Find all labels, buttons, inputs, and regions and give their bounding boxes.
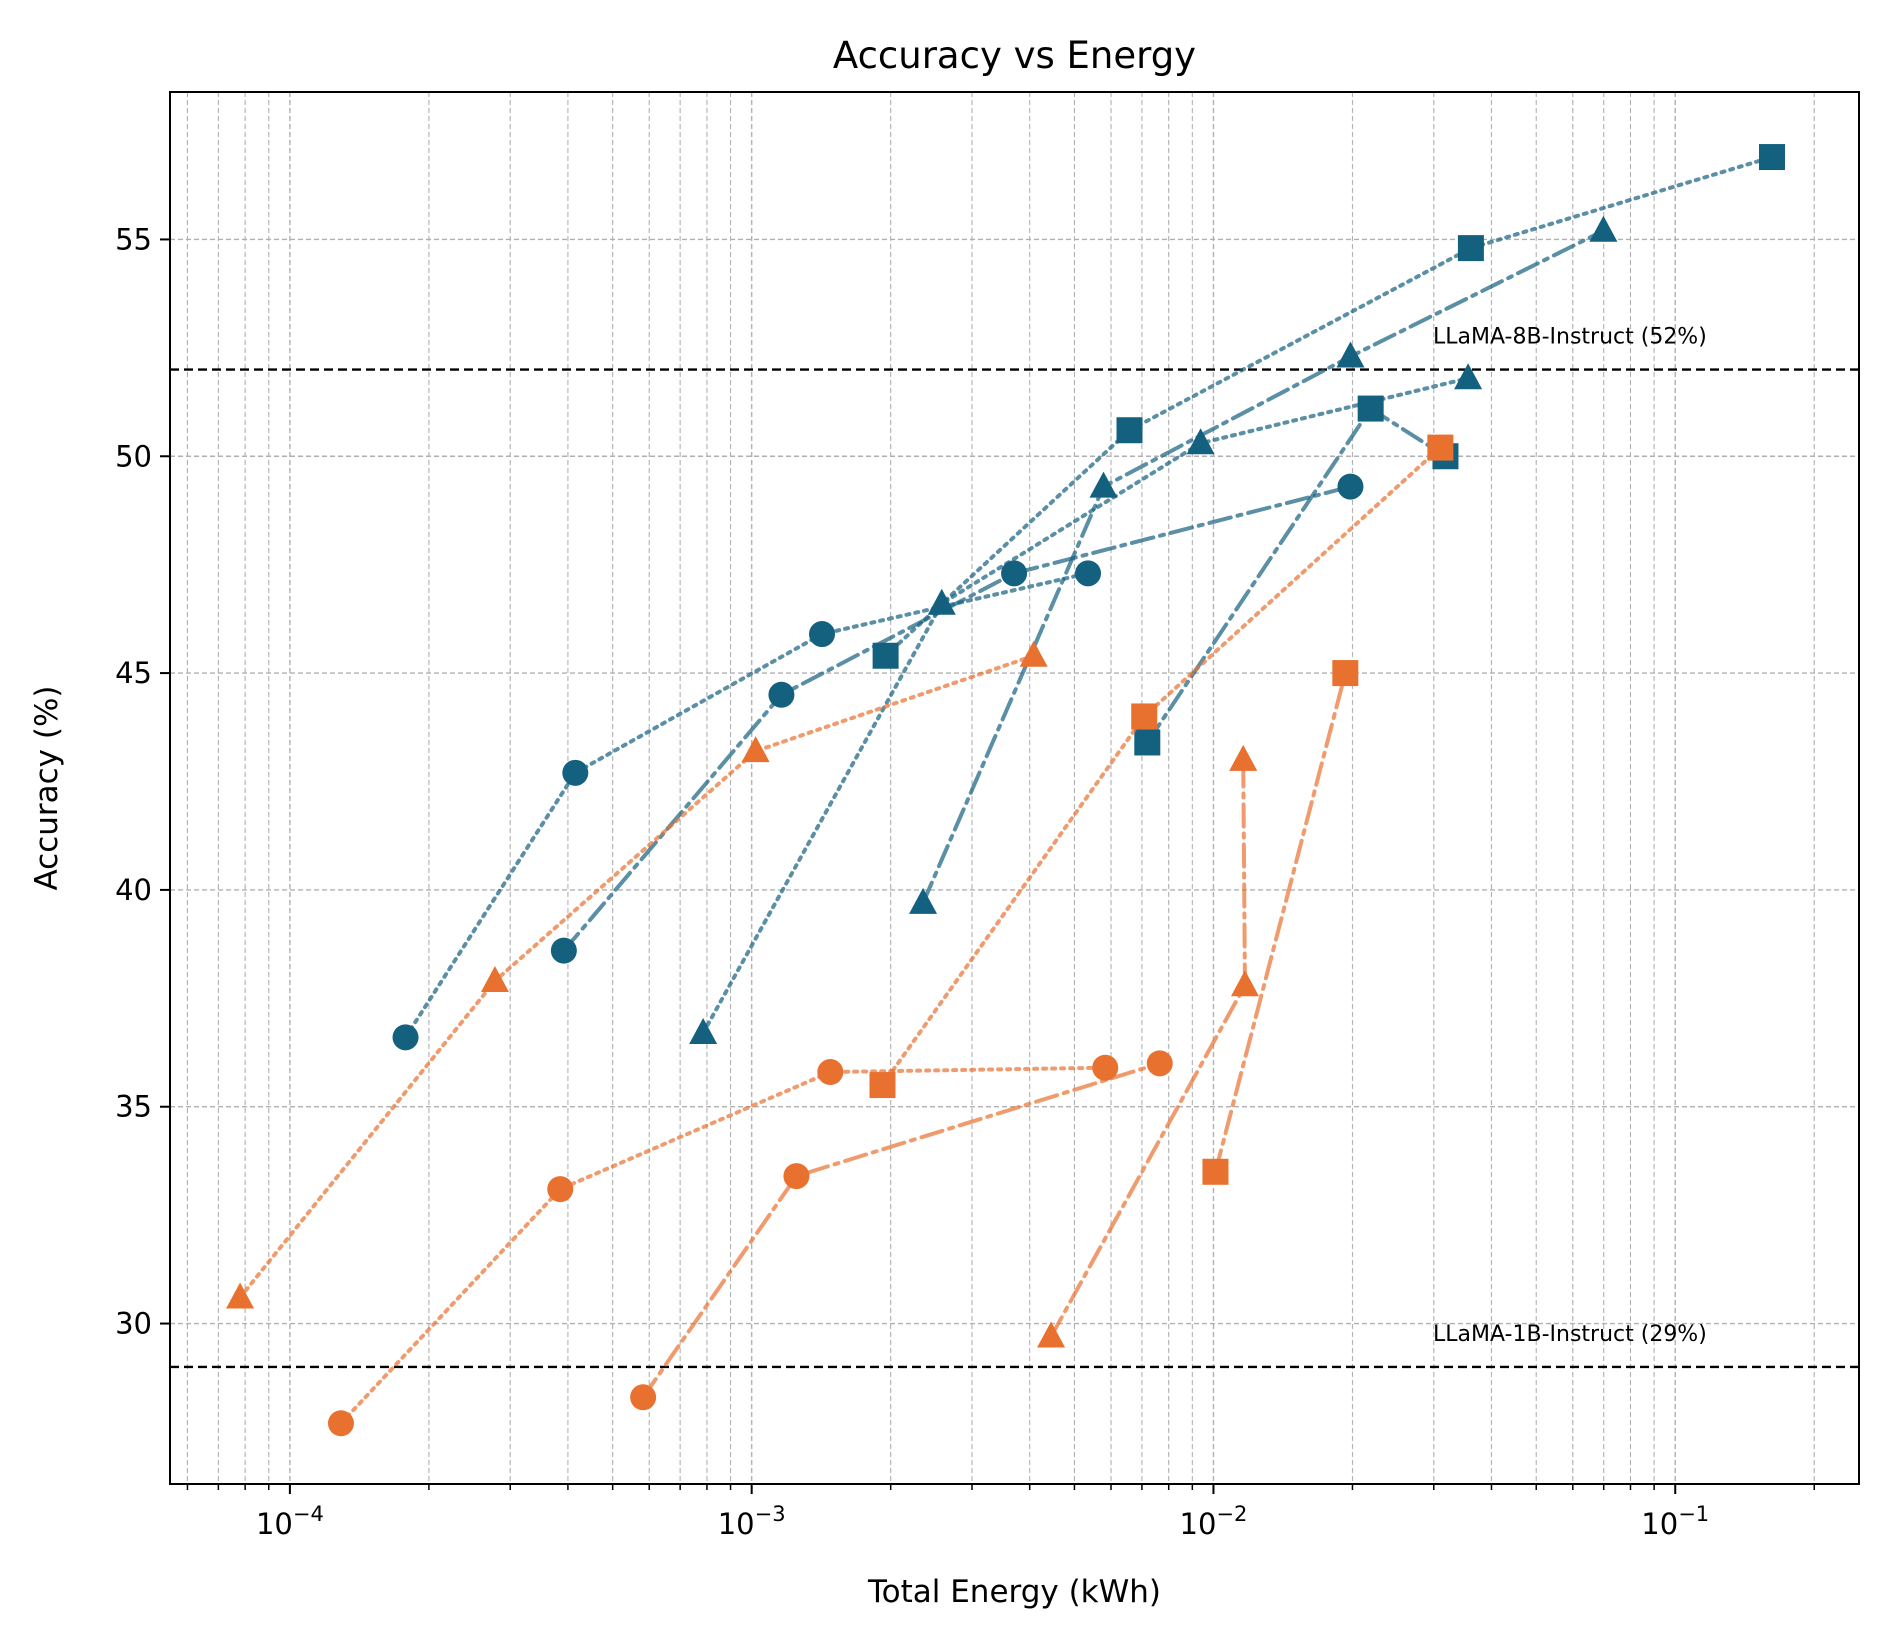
data-point: [480, 965, 509, 992]
data-point: [1116, 417, 1143, 444]
series-line: [1213, 671, 1348, 1174]
data-point: [768, 681, 795, 708]
data-point: [547, 1176, 574, 1203]
data-point: [1089, 471, 1118, 498]
data-point: [809, 621, 836, 648]
data-point: [1758, 144, 1785, 171]
data-point: [1146, 1050, 1173, 1077]
data-point: [1427, 434, 1454, 461]
data-point: [1337, 473, 1364, 500]
data-point: [869, 1072, 896, 1099]
data-point: [1332, 660, 1359, 687]
series-2: [550, 473, 1364, 964]
data-point: [226, 1282, 255, 1309]
data-point: [1131, 703, 1158, 730]
x-tick-exponent: −1: [1678, 1502, 1709, 1526]
series-9: [226, 640, 1048, 1309]
y-tick-label: 55: [115, 222, 152, 256]
data-point: [689, 1018, 718, 1045]
data-point: [1037, 1321, 1066, 1348]
y-tick-label: 40: [115, 873, 152, 907]
x-tick-base: 10: [1180, 1507, 1217, 1541]
series-8: [630, 1050, 1173, 1411]
data-point: [630, 1384, 657, 1411]
y-tick-label: 35: [115, 1090, 152, 1124]
reference-lines: LLaMA-8B-Instruct (52%) LLaMA-1B-Instruct…: [170, 325, 1859, 1369]
y-tick-label: 50: [115, 439, 152, 473]
plot-frame: [169, 91, 1860, 1485]
x-tick-label: 10−3: [718, 1502, 786, 1541]
reference-line-label: LLaMA-8B-Instruct (52%): [1433, 325, 1707, 350]
y-tick-label: 30: [115, 1307, 152, 1341]
data-point: [1092, 1054, 1119, 1081]
chart-title: Accuracy vs Energy: [833, 34, 1196, 77]
series-10: [1037, 744, 1259, 1348]
series-line: [238, 653, 1036, 1300]
reference-line-label: LLaMA-1B-Instruct (29%): [1433, 1322, 1707, 1347]
data-point: [327, 1410, 354, 1437]
data-point: [817, 1059, 844, 1086]
data-point: [1457, 235, 1484, 262]
x-tick-base: 10: [718, 1507, 755, 1541]
data-point: [392, 1024, 419, 1051]
data-point: [1336, 341, 1365, 368]
y-axis-label: Accuracy (%): [29, 685, 65, 890]
x-tick-base: 10: [1641, 1507, 1678, 1541]
data-point: [1134, 729, 1161, 756]
series-group: [226, 144, 1785, 1437]
data-point: [550, 937, 577, 964]
series-line: [701, 376, 1471, 1036]
series-5: [872, 144, 1785, 669]
x-tick-base: 10: [256, 1507, 293, 1541]
series-6: [1134, 395, 1459, 756]
data-point: [872, 642, 899, 669]
data-point: [1357, 395, 1384, 422]
series-7: [327, 1054, 1119, 1437]
x-tick-exponent: −3: [755, 1502, 786, 1526]
data-point: [927, 588, 956, 615]
data-point: [1019, 640, 1048, 667]
data-point: [909, 887, 938, 914]
x-tick-exponent: −2: [1216, 1502, 1247, 1526]
data-point: [1229, 744, 1258, 771]
data-point: [741, 736, 770, 763]
series-line: [338, 1065, 1108, 1426]
data-point: [1186, 428, 1215, 455]
data-point: [1075, 560, 1102, 587]
data-point: [783, 1163, 810, 1190]
series-12: [1202, 660, 1359, 1185]
data-point: [1589, 215, 1618, 242]
data-point: [1454, 363, 1483, 390]
series-line: [921, 228, 1606, 905]
series-line: [883, 155, 1774, 658]
grid: [170, 92, 1859, 1484]
data-point: [562, 759, 589, 786]
y-tick-label: 45: [115, 656, 152, 690]
series-4: [909, 215, 1618, 914]
x-tick-label: 10−2: [1180, 1502, 1248, 1541]
data-point: [1202, 1158, 1229, 1185]
series-3: [689, 363, 1483, 1045]
x-tick-label: 10−1: [1641, 1502, 1709, 1541]
data-point: [1001, 560, 1028, 587]
series-line: [561, 484, 1353, 953]
series-11: [869, 434, 1454, 1099]
x-tick-exponent: −4: [293, 1502, 324, 1526]
data-point: [1230, 970, 1259, 997]
x-axis-label: Total Energy (kWh): [867, 1574, 1161, 1610]
x-tick-label: 10−4: [256, 1502, 324, 1541]
